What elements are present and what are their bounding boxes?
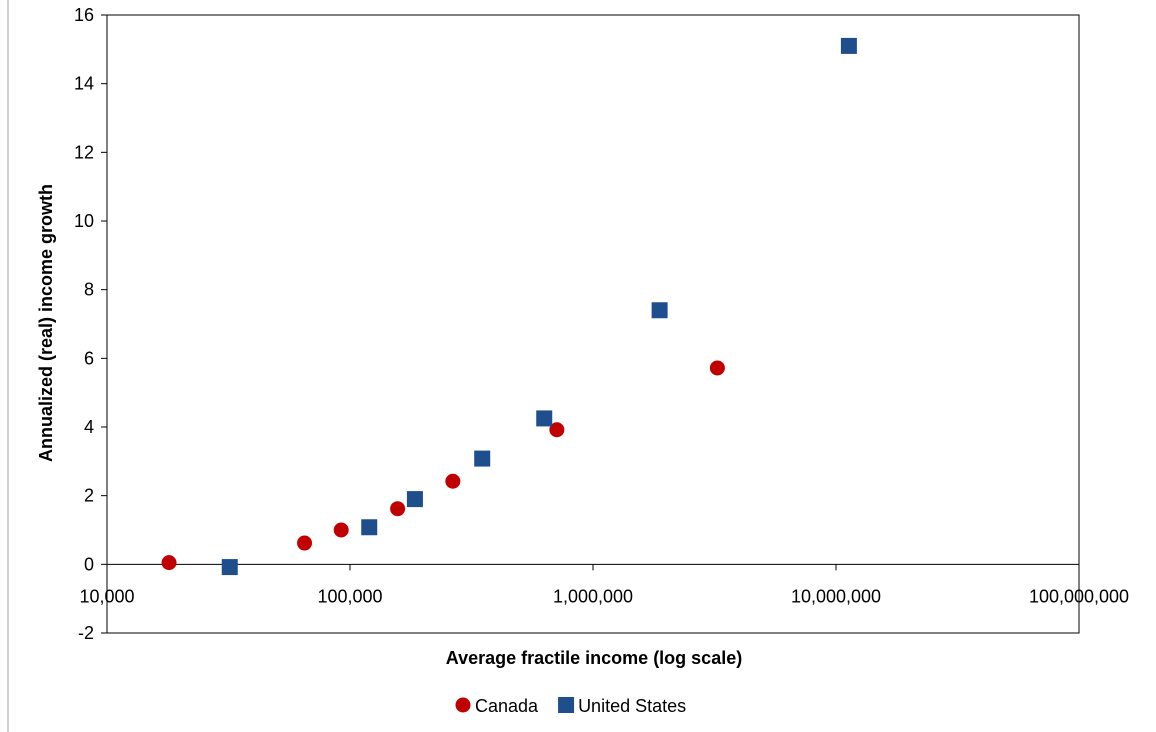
x-axis-title: Average fractile income (log scale) <box>446 648 742 668</box>
x-tick-label: 1,000,000 <box>553 586 633 606</box>
y-tick-label: 8 <box>84 280 94 300</box>
legend-label-canada: Canada <box>475 696 539 716</box>
y-tick-label: 4 <box>84 417 94 437</box>
legend-label-united-states: United States <box>578 696 686 716</box>
data-point-united-states <box>361 519 378 536</box>
data-point-united-states <box>651 302 668 319</box>
data-point-united-states <box>840 37 857 54</box>
y-axis: -2 0 2 4 6 8 10 12 14 16 <box>74 5 107 643</box>
data-point-canada <box>709 360 725 376</box>
data-points <box>161 37 857 576</box>
data-point-canada <box>161 555 177 571</box>
x-tick-label: 10,000 <box>79 586 134 606</box>
data-point-united-states <box>221 559 238 576</box>
data-point-united-states <box>474 450 491 467</box>
y-tick-label: 10 <box>74 211 94 231</box>
y-tick-label: 6 <box>84 348 94 368</box>
plot-area <box>106 14 1080 634</box>
x-tick-label: 100,000,000 <box>1029 586 1129 606</box>
legend-marker-canada <box>455 697 471 713</box>
y-tick-label: 2 <box>84 486 94 506</box>
y-tick-label: 16 <box>74 5 94 25</box>
y-tick-label: 0 <box>84 554 94 574</box>
data-point-canada <box>445 473 461 489</box>
data-point-canada <box>390 501 406 517</box>
data-point-canada <box>333 522 349 538</box>
legend: Canada United States <box>455 696 686 716</box>
y-tick-label: 12 <box>74 142 94 162</box>
y-tick-label: -2 <box>78 623 94 643</box>
y-tick-label: 14 <box>74 74 94 94</box>
data-point-united-states <box>536 410 553 427</box>
data-point-united-states <box>406 491 423 508</box>
legend-marker-united-states <box>558 697 575 713</box>
data-point-canada <box>297 535 313 551</box>
data-point-canada <box>549 422 565 438</box>
y-axis-title: Annualized (real) income growth <box>36 184 56 462</box>
x-tick-label: 10,000,000 <box>791 586 881 606</box>
x-tick-label: 100,000 <box>317 586 382 606</box>
x-axis: 10,000 100,000 1,000,000 10,000,000 100,000,… <box>79 563 1129 606</box>
